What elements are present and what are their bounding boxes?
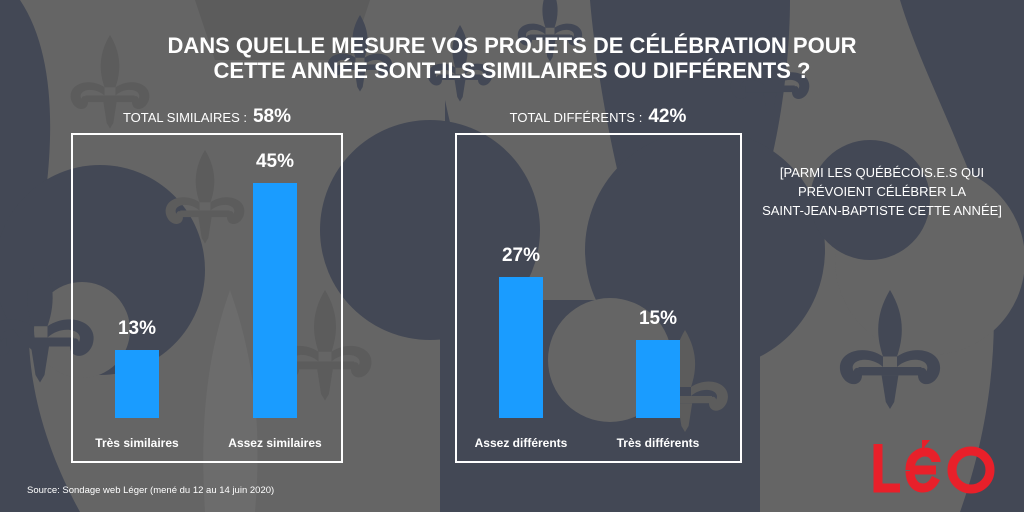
source-text: Source: Sondage web Léger (mené du 12 au… <box>27 485 275 496</box>
bar-assez-differents <box>499 277 543 418</box>
population-note-line-3: SAINT-JEAN-BAPTISTE CETTE ANNÉE] <box>762 203 1002 218</box>
bar-tres-differents <box>636 339 680 418</box>
total-similaires: TOTAL SIMILAIRES : 58% <box>72 106 342 128</box>
category-label-tres-similaires: Très similaires <box>95 436 179 450</box>
category-label-assez-differents: Assez différents <box>474 436 568 450</box>
population-note-line-2: PRÉVOIENT CÉLÉBRER LA <box>797 184 967 199</box>
chart-title-line-1: DANS QUELLE MESURE VOS PROJETS DE CÉLÉBR… <box>167 33 857 58</box>
leo-logo-icon <box>873 440 995 494</box>
bar-assez-similaires <box>253 183 297 418</box>
bar-value-label-assez-similaires: 45% <box>255 151 295 173</box>
bar-value-label-assez-differents: 27% <box>501 245 541 267</box>
total-similaires-value: 58% <box>252 106 292 127</box>
chart-title: DANS QUELLE MESURE VOS PROJETS DE CÉLÉBR… <box>0 33 1024 83</box>
population-note-line-1: [PARMI LES QUÉBÉCOIS.E.S QUI <box>779 165 985 180</box>
total-differents-label: TOTAL DIFFÉRENTS : <box>509 110 643 125</box>
bar-tres-similaires <box>115 350 159 418</box>
total-similaires-label: TOTAL SIMILAIRES : <box>122 110 247 125</box>
population-note: [PARMI LES QUÉBÉCOIS.E.S QUI PRÉVOIENT C… <box>744 163 1020 220</box>
leo-logo <box>870 438 1000 503</box>
category-label-assez-similaires: Assez similaires <box>228 436 322 450</box>
category-label-tres-differents: Très différents <box>616 436 700 450</box>
panel-similaires <box>71 133 343 463</box>
panel-differents <box>455 133 742 463</box>
total-differents: TOTAL DIFFÉRENTS : 42% <box>455 106 741 128</box>
bar-value-label-tres-similaires: 13% <box>117 318 157 340</box>
chart-title-line-2: CETTE ANNÉE SONT-ILS SIMILAIRES OU DIFFÉ… <box>213 58 811 83</box>
bar-value-label-tres-differents: 15% <box>638 307 678 329</box>
total-differents-value: 42% <box>648 106 687 127</box>
